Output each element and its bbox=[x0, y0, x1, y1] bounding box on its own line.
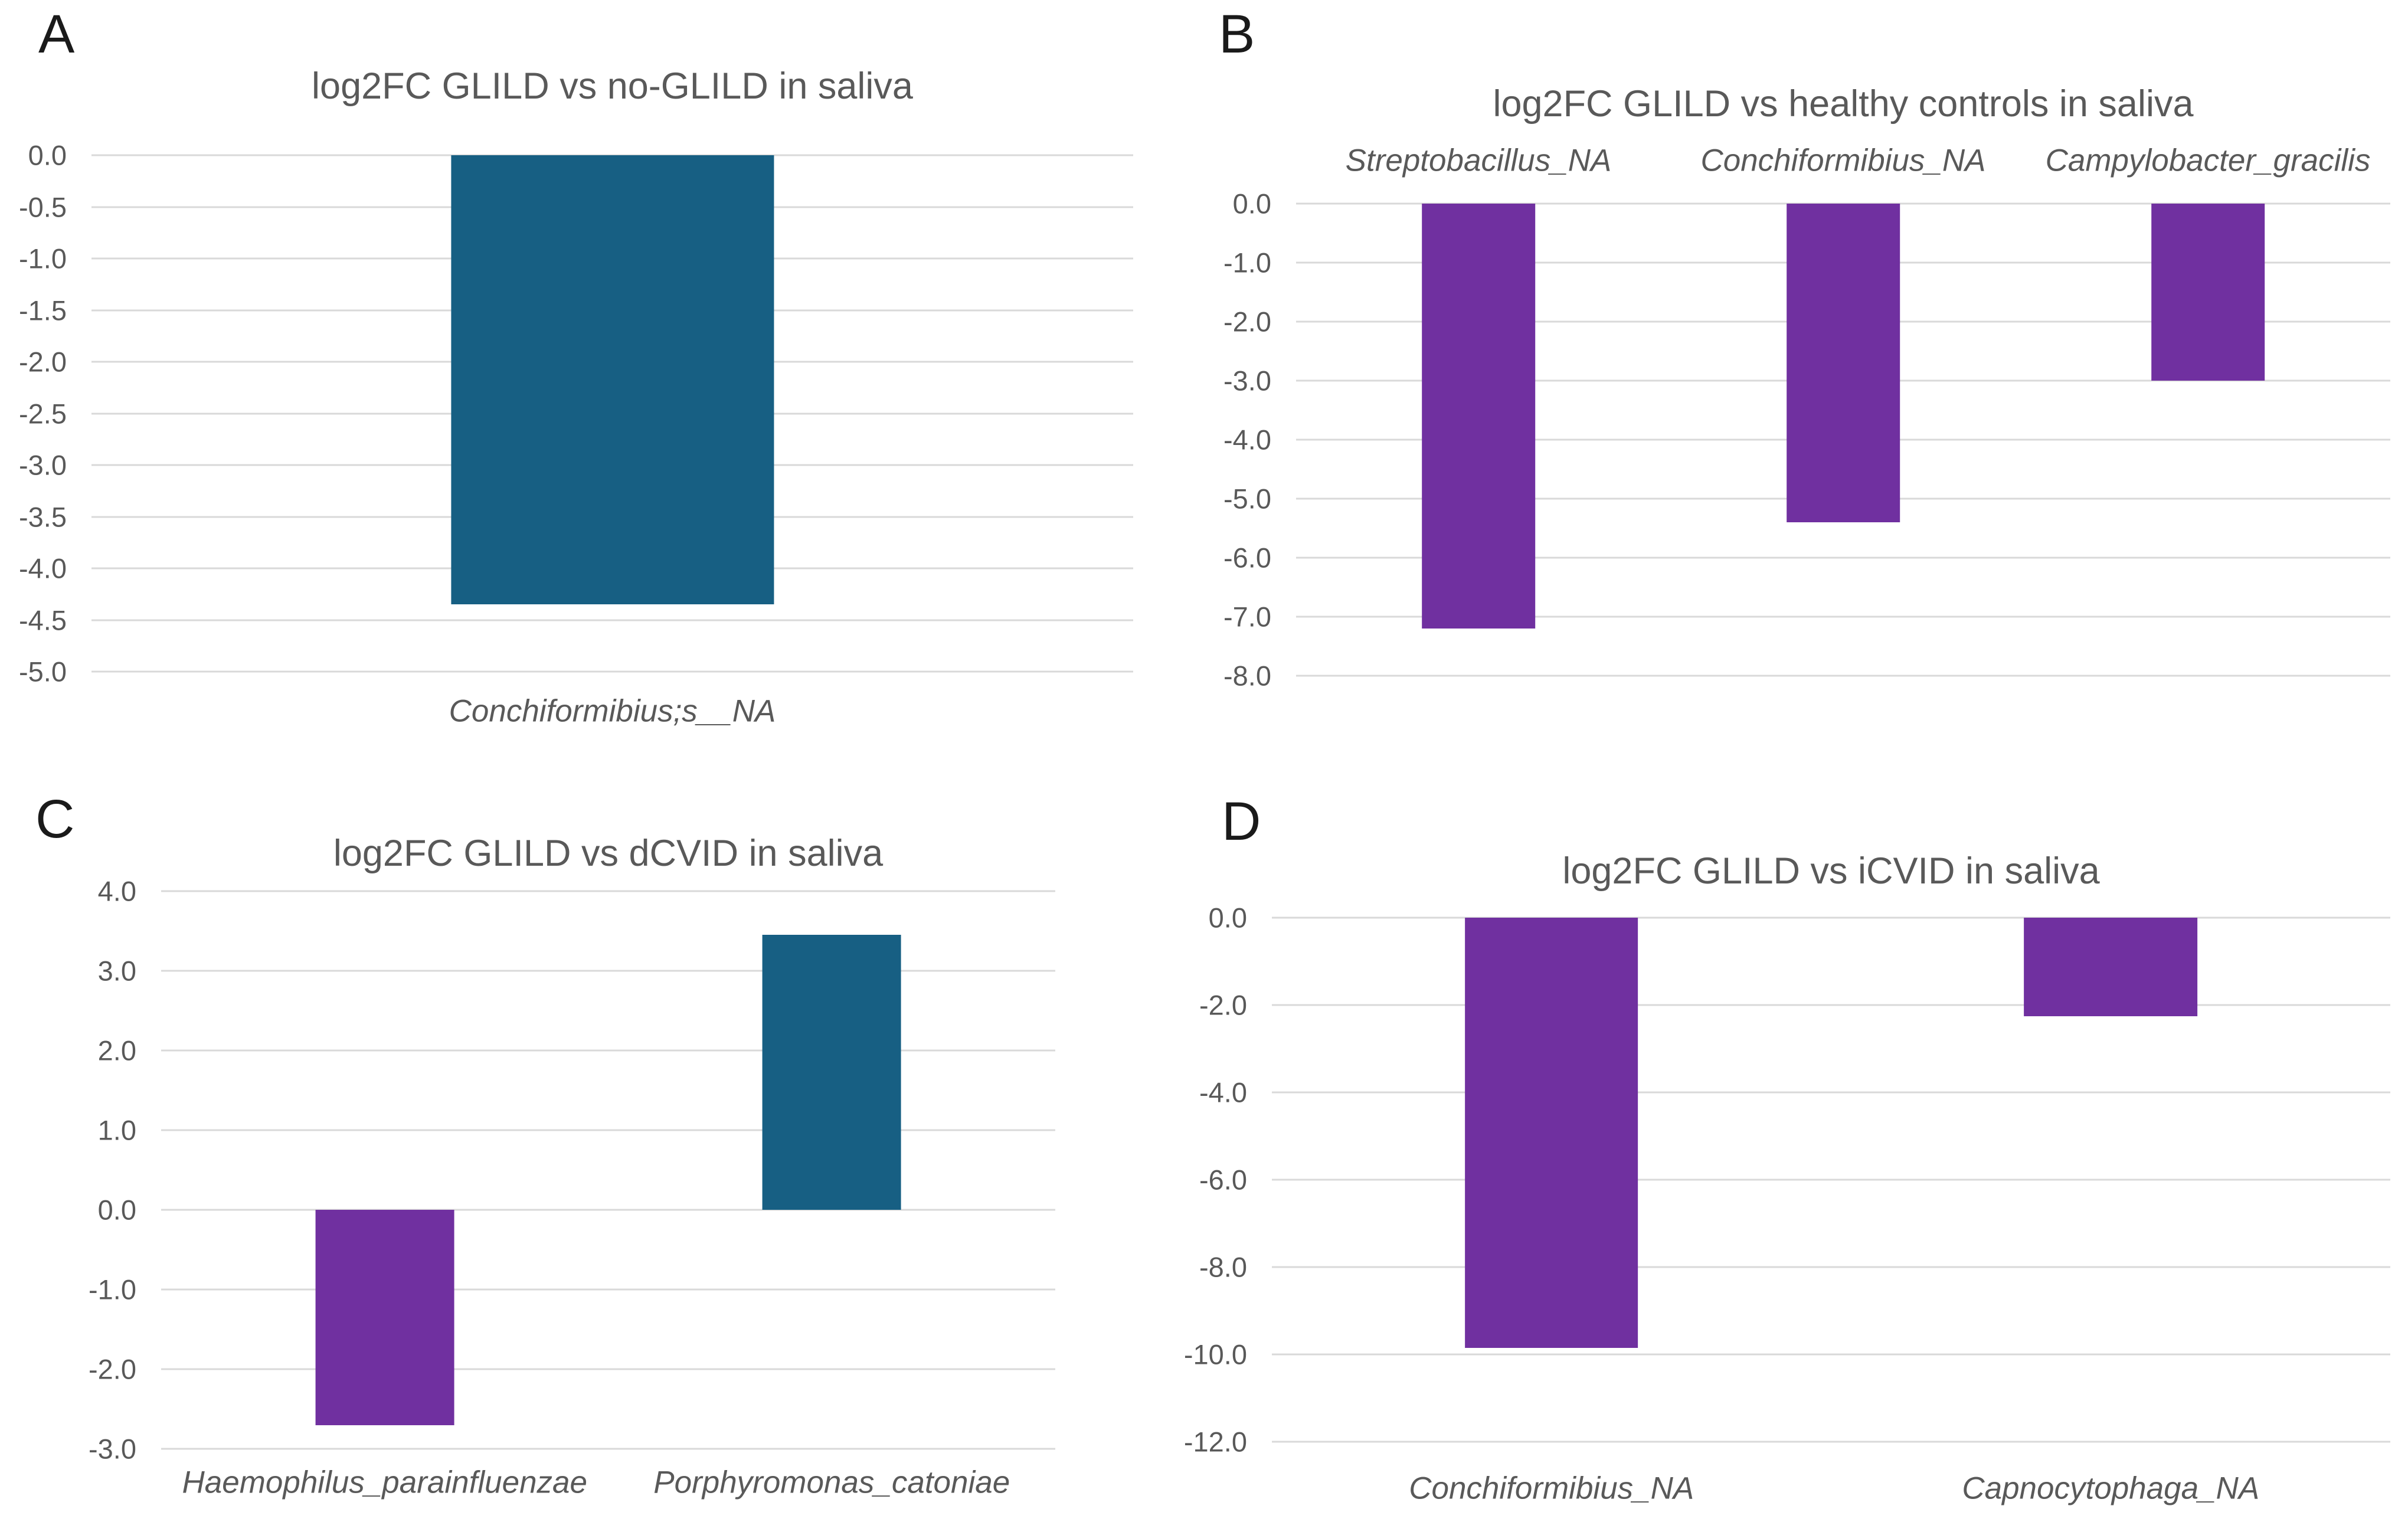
bar-Capnocytophaga_NA bbox=[2024, 918, 2198, 1016]
y-tick-label: -4.0 bbox=[1199, 1076, 1247, 1108]
gridline bbox=[161, 1288, 1055, 1291]
panel-d: D log2FC GLILD vs iCVID in saliva 0.0 -2.… bbox=[1184, 761, 2408, 1522]
y-tick-label: -0.5 bbox=[19, 191, 67, 222]
category-label: Conchiformibius;s__NA bbox=[449, 693, 776, 729]
gridline bbox=[161, 1209, 1055, 1211]
y-tick-label: -10.0 bbox=[1183, 1338, 1247, 1370]
y-tick-label: -5.0 bbox=[19, 656, 67, 688]
y-tick-label: 0.0 bbox=[28, 139, 67, 171]
y-tick-label: -4.0 bbox=[1223, 424, 1271, 456]
y-tick-label: -8.0 bbox=[1223, 660, 1271, 692]
category-label: Capnocytophaga_NA bbox=[1962, 1471, 2260, 1506]
category-label: Conchiformibius_NA bbox=[1700, 143, 1986, 178]
y-tick-label: -12.0 bbox=[1183, 1426, 1247, 1458]
panel-b: B log2FC GLILD vs healthy controls in sa… bbox=[1204, 0, 2408, 761]
gridline bbox=[91, 670, 1133, 673]
y-tick-label: -5.0 bbox=[1223, 483, 1271, 515]
panel-letter-d: D bbox=[1222, 791, 1261, 852]
chart-title-c: log2FC GLILD vs dCVID in saliva bbox=[333, 833, 884, 874]
y-tick-label: -3.0 bbox=[1223, 365, 1271, 397]
y-tick-label: 2.0 bbox=[97, 1035, 136, 1066]
category-label: Porphyromonas_catoniae bbox=[653, 1465, 1010, 1500]
y-tick-label: 0.0 bbox=[97, 1194, 136, 1226]
gridline bbox=[1272, 1091, 2390, 1094]
y-tick-label: 3.0 bbox=[97, 955, 136, 987]
y-tick-label: -2.0 bbox=[1223, 306, 1271, 338]
gridline bbox=[1272, 1004, 2390, 1006]
y-tick-label: -1.0 bbox=[1223, 247, 1271, 279]
plot-area-c bbox=[161, 890, 1055, 1450]
chart-title-a: log2FC GLILD vs no-GLILD in saliva bbox=[312, 66, 913, 107]
category-label: Streptobacillus_NA bbox=[1345, 143, 1612, 178]
y-tick-label: -3.0 bbox=[19, 449, 67, 481]
bar-Conchiformibius_NA bbox=[1787, 204, 1900, 522]
panel-c: C log2FC GLILD vs dCVID in saliva 4.0 3.0… bbox=[0, 761, 1204, 1522]
bar-Streptobacillus_NA bbox=[1422, 204, 1535, 629]
y-tick-label: 0.0 bbox=[1208, 902, 1247, 934]
bar-Haemophilus_parainfluenzae bbox=[315, 1210, 454, 1425]
y-tick-label: -6.0 bbox=[1199, 1164, 1247, 1196]
bar-Porphyromonas_catoniae bbox=[762, 935, 901, 1210]
chart-title-d: log2FC GLILD vs iCVID in saliva bbox=[1562, 850, 2100, 892]
y-tick-label: -2.0 bbox=[89, 1353, 136, 1385]
category-label: Conchiformibius_NA bbox=[1409, 1471, 1694, 1506]
y-tick-label: -3.0 bbox=[89, 1433, 136, 1465]
gridline bbox=[161, 970, 1055, 972]
gridline bbox=[91, 619, 1133, 621]
category-label: Haemophilus_parainfluenzae bbox=[182, 1465, 588, 1500]
y-tick-label: -2.5 bbox=[19, 398, 67, 429]
y-tick-label: -3.5 bbox=[19, 501, 67, 532]
bar-Conchiformibius_NA bbox=[1464, 918, 1638, 1348]
gridline bbox=[161, 1368, 1055, 1370]
gridline bbox=[1296, 557, 2390, 559]
plot-area-a bbox=[91, 154, 1133, 673]
y-tick-label: -1.5 bbox=[19, 294, 67, 326]
gridline bbox=[1272, 1179, 2390, 1181]
chart-title-b: log2FC GLILD vs healthy controls in sali… bbox=[1493, 83, 2194, 125]
bar-Campylobacter_gracilis bbox=[2151, 204, 2265, 381]
category-label: Campylobacter_gracilis bbox=[2045, 143, 2371, 178]
gridline bbox=[161, 890, 1055, 892]
gridline bbox=[1272, 1266, 2390, 1268]
y-axis-a: 0.0 -0.5 -1.0 -1.5 -2.0 -2.5 -3.0 -3.5 -4.0 -4.5 -… bbox=[0, 140, 67, 688]
y-tick-label: 4.0 bbox=[97, 875, 136, 907]
y-tick-label: -1.0 bbox=[89, 1274, 136, 1305]
y-tick-label: 1.0 bbox=[97, 1114, 136, 1146]
panel-letter-c: C bbox=[35, 789, 75, 849]
y-tick-label: -2.0 bbox=[1199, 989, 1247, 1021]
y-tick-label: -4.0 bbox=[19, 552, 67, 584]
gridline bbox=[1272, 917, 2390, 919]
gridline bbox=[161, 1049, 1055, 1052]
y-axis-c: 4.0 3.0 2.0 1.0 0.0 -1.0 -2.0 -3.0 bbox=[0, 876, 136, 1465]
y-tick-label: -1.0 bbox=[19, 243, 67, 274]
y-tick-label: -7.0 bbox=[1223, 601, 1271, 633]
y-axis-b: 0.0 -1.0 -2.0 -3.0 -4.0 -5.0 -6.0 -7.0 -8.0 bbox=[1204, 188, 1271, 692]
y-axis-d: 0.0 -2.0 -4.0 -6.0 -8.0 -10.0 -12.0 bbox=[1184, 902, 1247, 1458]
plot-area-d bbox=[1272, 917, 2390, 1443]
gridline bbox=[1272, 1441, 2390, 1443]
gridline bbox=[161, 1448, 1055, 1450]
gridline bbox=[1296, 675, 2390, 677]
gridline bbox=[161, 1129, 1055, 1131]
panel-a: A log2FC GLILD vs no-GLILD in saliva 0.0… bbox=[0, 0, 1204, 761]
bar-Conchiformibius;s__NA bbox=[450, 155, 774, 605]
gridline bbox=[1272, 1353, 2390, 1356]
plot-area-b bbox=[1296, 202, 2390, 677]
y-tick-label: -2.0 bbox=[19, 346, 67, 378]
gridline bbox=[1296, 616, 2390, 618]
y-tick-label: -4.5 bbox=[19, 604, 67, 636]
y-tick-label: -6.0 bbox=[1223, 542, 1271, 574]
panel-letter-a: A bbox=[38, 4, 75, 64]
y-tick-label: 0.0 bbox=[1232, 188, 1271, 220]
panel-letter-b: B bbox=[1219, 4, 1255, 64]
y-tick-label: -8.0 bbox=[1199, 1251, 1247, 1283]
